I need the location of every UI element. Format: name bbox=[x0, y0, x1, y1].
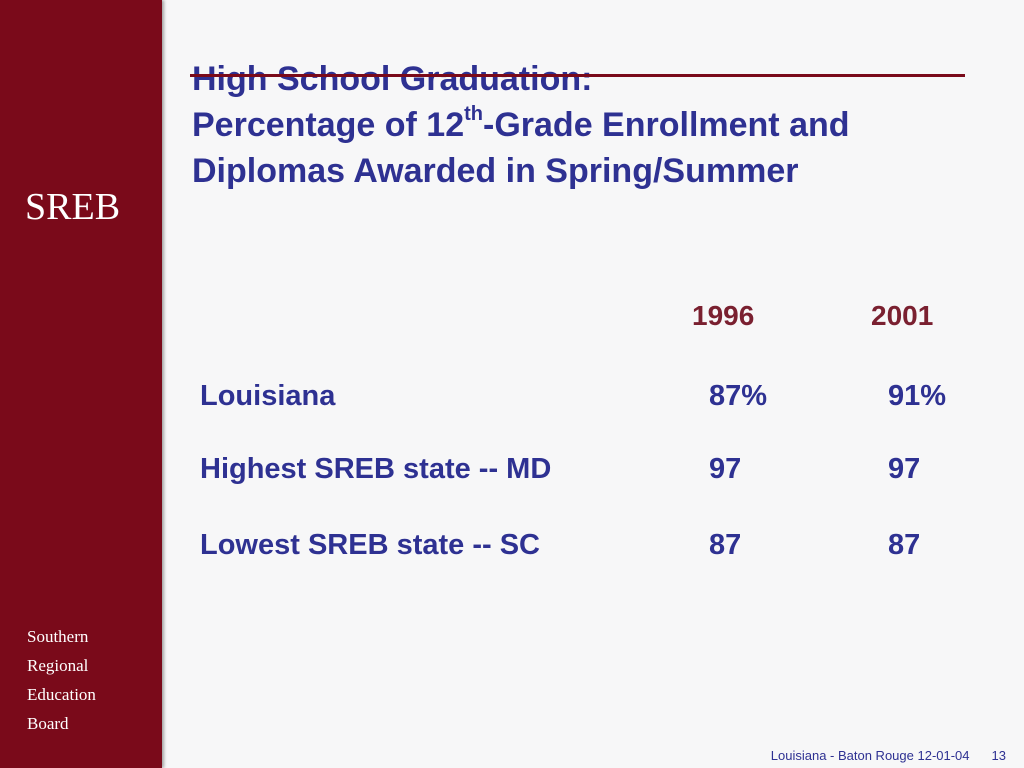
org-line-board: Board bbox=[27, 714, 69, 733]
org-line-education: Education bbox=[27, 685, 96, 704]
title-superscript: th bbox=[464, 103, 484, 125]
organization-name: Southern Regional Education Board bbox=[27, 622, 96, 738]
row-label-highest: Highest SREB state -- MD bbox=[200, 453, 552, 485]
year-header-2001: 2001 bbox=[871, 300, 934, 331]
org-line-southern: Southern bbox=[27, 627, 89, 646]
cell-lowest-2001: 87 bbox=[888, 529, 921, 561]
title-line-1: High School Graduation: bbox=[192, 60, 593, 98]
title-line-2: Percentage of 12th-Grade Enrollment and bbox=[192, 102, 982, 148]
cell-highest-1996: 97 bbox=[709, 453, 742, 485]
title-line-2-prefix: Percentage of 12 bbox=[192, 106, 465, 144]
title-line-2-suffix: -Grade Enrollment and bbox=[483, 106, 850, 144]
footer-text: Louisiana - Baton Rouge 12-01-04 bbox=[770, 748, 970, 763]
cell-louisiana-1996: 87% bbox=[709, 380, 768, 412]
title-line-3: Diplomas Awarded in Spring/Summer bbox=[192, 152, 799, 190]
cell-highest-2001: 97 bbox=[888, 453, 921, 485]
row-label-lowest: Lowest SREB state -- SC bbox=[200, 529, 540, 561]
cell-lowest-1996: 87 bbox=[709, 529, 742, 561]
year-header-1996: 1996 bbox=[692, 300, 755, 331]
title-divider bbox=[190, 74, 965, 77]
sidebar: SREB Southern Regional Education Board bbox=[0, 0, 162, 768]
org-line-regional: Regional bbox=[27, 656, 89, 675]
slide-title: High School Graduation: Percentage of 12… bbox=[192, 56, 982, 194]
page-number: 13 bbox=[991, 748, 1006, 763]
slide-footer: Louisiana - Baton Rouge 12-01-04 13 bbox=[771, 748, 1006, 763]
row-label-louisiana: Louisiana bbox=[200, 380, 336, 412]
cell-louisiana-2001: 91% bbox=[888, 380, 947, 412]
sreb-logo: SREB bbox=[25, 186, 121, 228]
